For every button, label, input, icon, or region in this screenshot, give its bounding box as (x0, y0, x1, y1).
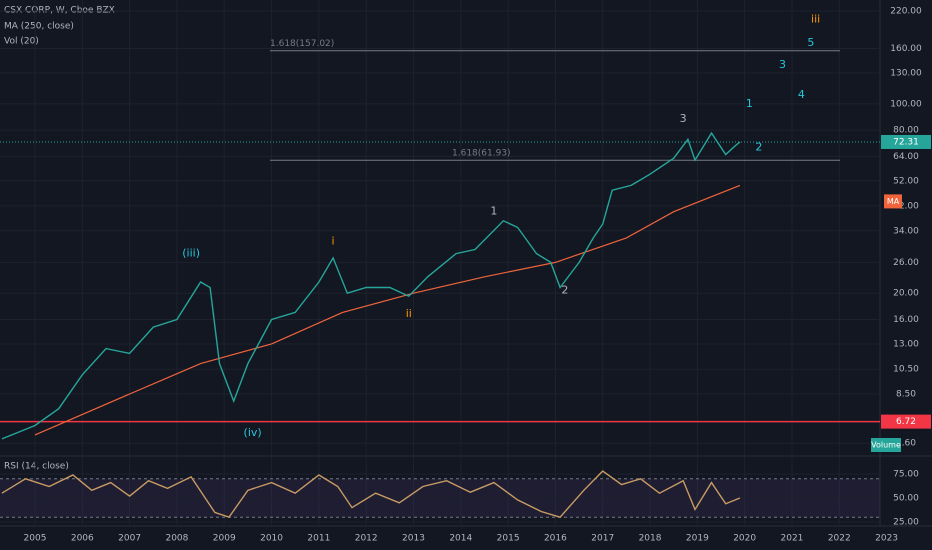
y-tick-label: 13.00 (893, 339, 919, 349)
y-tick-label: 20.00 (893, 289, 919, 299)
y-tick-label: 5.60 (896, 439, 916, 449)
y-tick-label: 160.00 (890, 44, 922, 54)
wave-label: (iv) (244, 426, 262, 439)
ma-tag (884, 194, 902, 209)
wave-label: 1 (746, 97, 753, 110)
price-line (1, 131, 741, 440)
y-tick-label: 8.50 (896, 389, 916, 399)
y-tick-label: 220.00 (890, 7, 922, 17)
wave-label: 4 (798, 88, 805, 101)
wave-label: 1 (490, 205, 497, 218)
wave-label: 2 (755, 140, 762, 153)
x-tick-label: 2016 (544, 534, 567, 544)
y-tick-label: 64.00 (893, 152, 919, 162)
x-tick-label: 2005 (24, 534, 47, 544)
x-tick-label: 2011 (307, 534, 330, 544)
level-tag (881, 414, 931, 429)
y-tick-label: 26.00 (893, 258, 919, 268)
x-tick-label: 2018 (639, 534, 662, 544)
wave-label: i (332, 235, 335, 248)
y-tick-label: 75.00 (893, 470, 919, 480)
x-tick-label: 2019 (686, 534, 709, 544)
y-tick-label: 130.00 (890, 68, 922, 78)
x-tick-label: 2006 (71, 534, 94, 544)
wave-label: 5 (807, 36, 814, 49)
x-tick-label: 2022 (828, 534, 851, 544)
x-tick-label: 2017 (591, 534, 614, 544)
wave-label: iii (811, 12, 820, 25)
volume-legend: Vol (20) (4, 37, 39, 47)
ma-tag-label: MA (887, 197, 900, 206)
wave-label: (iii) (182, 247, 200, 260)
y-tick-label: 25.00 (893, 518, 919, 528)
ma-legend: MA (250, close) (4, 22, 74, 32)
x-tick-label: 2007 (118, 534, 141, 544)
level-label: 1.618(157.02) (270, 39, 334, 49)
y-tick-label: 10.50 (893, 365, 919, 375)
wave-label: 3 (680, 112, 687, 125)
y-tick-label: 100.00 (890, 99, 922, 109)
x-tick-label: 2021 (781, 534, 804, 544)
x-tick-label: 2012 (355, 534, 378, 544)
y-tick-label: 42.00 (893, 201, 919, 211)
rsi-title: RSI (14, close) (4, 462, 69, 472)
x-tick-label: 2009 (213, 534, 236, 544)
x-tick-label: 2013 (402, 534, 425, 544)
volume-tag (871, 438, 901, 452)
x-tick-label: 2010 (260, 534, 283, 544)
x-tick-label: 2014 (449, 534, 472, 544)
wave-label: ii (406, 307, 412, 320)
x-tick-label: 2008 (165, 534, 188, 544)
volume-tag-label: Volume (871, 441, 901, 450)
level-label: 1.618(61.93) (452, 149, 511, 159)
x-tick-label: 2020 (733, 534, 756, 544)
level-label: 6.72 (896, 417, 916, 427)
price-line (1, 470, 741, 519)
y-tick-label: 50.00 (893, 494, 919, 504)
y-tick-label: 52.00 (893, 176, 919, 186)
chart-title: CSX CORP, W, Cboe BZX (4, 6, 115, 16)
wave-label: 2 (561, 283, 568, 296)
y-tick-label: 16.00 (893, 315, 919, 325)
x-tick-label: 2023 (875, 534, 898, 544)
price-label: 72.31 (893, 137, 919, 147)
ma-line (34, 184, 741, 436)
y-tick-label: 34.00 (893, 226, 919, 236)
y-tick-label: 80.00 (893, 126, 919, 136)
x-tick-label: 2015 (497, 534, 520, 544)
price-tag (881, 134, 931, 149)
wave-label: 3 (779, 58, 786, 71)
